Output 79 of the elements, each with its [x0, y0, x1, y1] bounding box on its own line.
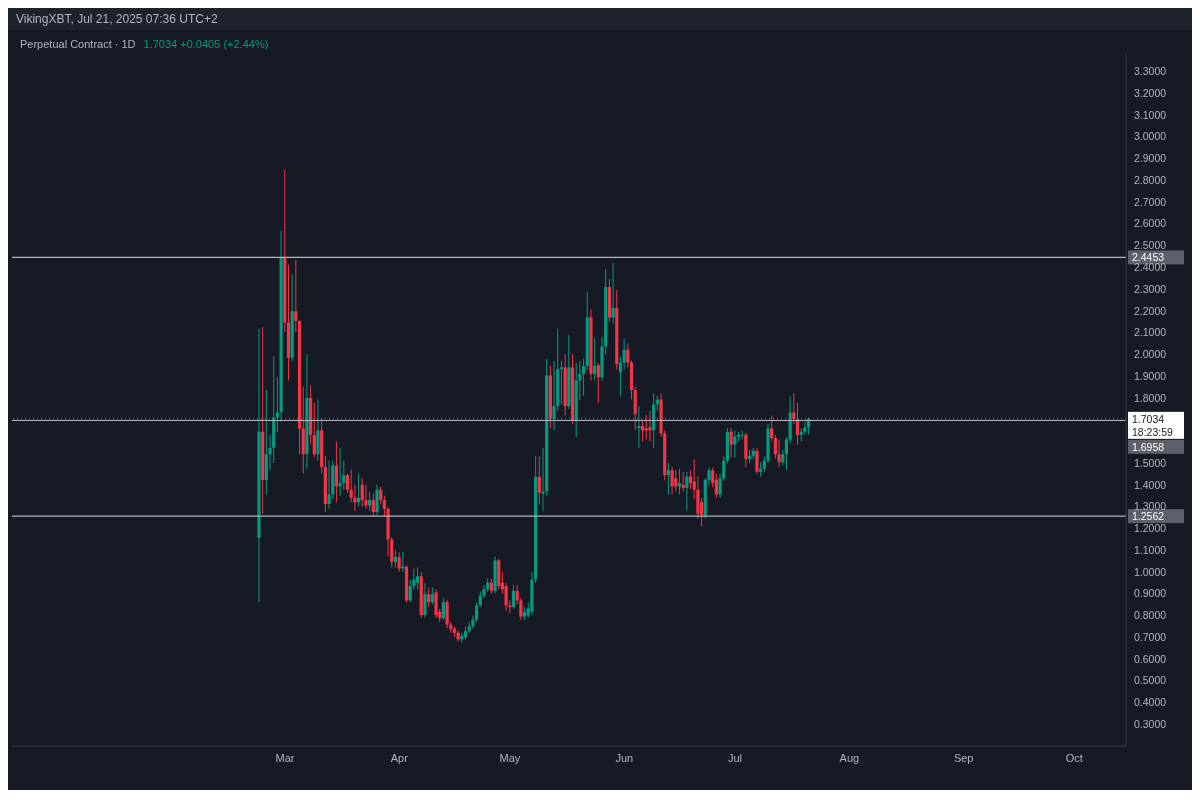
y-tick-label: 0.5000: [1134, 674, 1167, 687]
y-tick-label: 2.5000: [1134, 239, 1167, 252]
candlestick: [368, 490, 372, 512]
candlestick: [423, 582, 427, 619]
candlestick: [755, 447, 759, 475]
y-tick-label: 0.3000: [1134, 717, 1167, 730]
candlestick: [511, 584, 516, 610]
text: 18:23:59: [1132, 425, 1174, 438]
x-tick-label: May: [499, 751, 521, 764]
y-tick-label: 2.8000: [1134, 173, 1167, 186]
ref-line-label: 1.2562: [1132, 510, 1165, 523]
x-tick-label: Jun: [615, 751, 634, 764]
candlestick: [670, 466, 674, 495]
text: VikingXBT, Jul 21, 2025 07:36 UTC+2: [16, 12, 218, 26]
chart-title: Perpetual Contract · 1D: [20, 38, 136, 50]
candlestick: [681, 471, 685, 492]
candlestick: [792, 392, 796, 425]
candlestick: [559, 360, 564, 405]
candlestick: [648, 410, 652, 442]
chart-subtitle: 1.7034 +0.0405 (+2.44%): [143, 38, 269, 50]
y-tick-label: 2.9000: [1134, 152, 1167, 165]
ref-line-label: 1.6958: [1132, 440, 1165, 453]
x-tick-label: Sep: [953, 751, 974, 764]
candlestick: [445, 599, 449, 629]
y-tick-label: 1.8000: [1134, 391, 1167, 404]
x-tick-label: Aug: [839, 751, 860, 764]
candlestick: [375, 484, 379, 516]
candlestick: [581, 358, 586, 397]
candlestick: [360, 477, 364, 508]
candlestick: [504, 582, 508, 612]
y-tick-label: 0.7000: [1134, 630, 1167, 643]
y-tick-label: 2.0000: [1134, 348, 1167, 361]
candlestick: [674, 469, 678, 492]
candlestick: [685, 471, 689, 512]
candlestick: [611, 262, 615, 325]
y-tick-label: 1.4000: [1134, 478, 1167, 491]
y-tick-label: 1.1000: [1134, 543, 1167, 556]
y-tick-label: 0.6000: [1134, 652, 1167, 665]
y-tick-label: 1.2000: [1134, 522, 1167, 535]
candlestick: [397, 551, 401, 573]
y-tick-label: 2.1000: [1134, 326, 1167, 339]
candlestick: [596, 362, 600, 404]
candlestick: [537, 456, 541, 505]
y-tick-label: 1.0000: [1134, 565, 1167, 578]
candlestick: [626, 342, 630, 368]
candlestick: [312, 402, 316, 458]
candlestick: [622, 337, 626, 371]
candlestick: [327, 460, 331, 510]
candlestick: [434, 588, 438, 619]
y-tick-label: 0.4000: [1134, 696, 1167, 709]
x-tick-label: Mar: [275, 751, 295, 764]
y-tick-label: 2.2000: [1134, 304, 1167, 317]
candlestick: [371, 493, 375, 517]
y-tick-label: 1.9000: [1134, 369, 1167, 382]
y-tick-label: 0.8000: [1134, 609, 1167, 622]
y-tick-label: 3.0000: [1134, 130, 1167, 143]
candlestick: [294, 259, 298, 333]
candlestick: [415, 567, 420, 590]
x-tick-label: Oct: [1065, 751, 1083, 764]
y-tick-label: 2.6000: [1134, 217, 1167, 230]
x-tick-label: Apr: [390, 751, 409, 764]
y-tick-label: 2.3000: [1134, 282, 1167, 295]
candlestick: [345, 473, 350, 494]
y-tick-label: 3.3000: [1134, 65, 1167, 78]
candlestick: [316, 399, 320, 462]
candlestick: [593, 337, 597, 381]
candlestick: [338, 447, 342, 497]
candlestick: [637, 405, 641, 449]
y-tick-label: 1.3000: [1134, 500, 1167, 513]
y-tick-label: 1.5000: [1134, 456, 1167, 469]
ref-line-label: 1.7034: [1132, 412, 1165, 425]
candlestick: [677, 468, 682, 495]
y-tick-label: 3.1000: [1134, 108, 1167, 121]
y-tick-label: 2.7000: [1134, 195, 1167, 208]
candlestick: [777, 439, 781, 468]
y-tick-label: 3.2000: [1134, 86, 1167, 99]
x-tick-label: Jul: [727, 751, 743, 764]
y-tick-label: 0.9000: [1134, 587, 1167, 600]
candlestick: [729, 427, 733, 458]
